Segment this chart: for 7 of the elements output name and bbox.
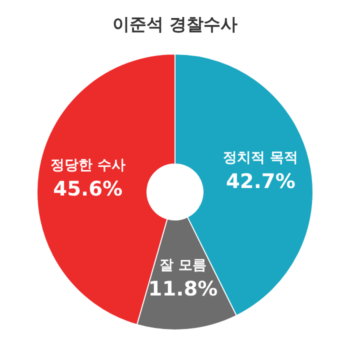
slice-label: 잘 모름 — [160, 258, 206, 274]
data-label: 11.8% — [148, 276, 218, 301]
data-label: 45.6% — [53, 176, 123, 201]
slice-label: 정치적 목적 — [223, 150, 298, 166]
slice-label: 정당한 수사 — [50, 158, 126, 174]
chart-title: 이준석 경찰수사 — [112, 15, 238, 35]
data-label: 42.7% — [226, 168, 296, 193]
